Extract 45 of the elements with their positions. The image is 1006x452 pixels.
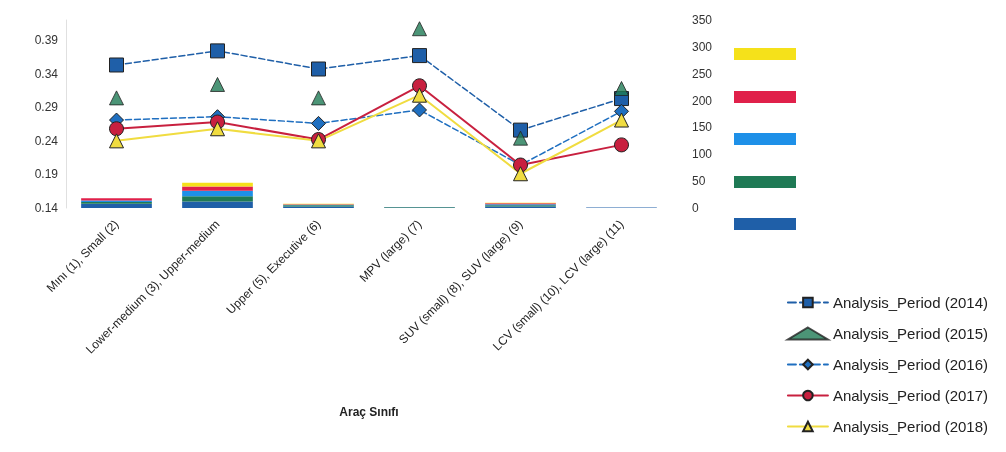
legend-label: Analysis_Period (2015) xyxy=(832,325,989,342)
y2-tick-label: 0 xyxy=(692,201,699,215)
y-tick-label: 0.34 xyxy=(34,66,59,81)
y-tick-label: 0.39 xyxy=(34,33,59,48)
y2-tick-label: 150 xyxy=(692,120,713,135)
legend-label: Analysis_Period (2014) xyxy=(832,294,989,311)
point xyxy=(109,57,124,73)
bar xyxy=(182,196,253,202)
point xyxy=(109,133,124,149)
point xyxy=(412,87,427,103)
point xyxy=(210,121,225,137)
bar xyxy=(81,203,152,208)
point xyxy=(614,112,629,128)
y2-tick-label: 350 xyxy=(692,13,713,27)
y-tick-label: 0.19 xyxy=(34,167,59,182)
legend-label: Analysis_Period (2017) xyxy=(832,387,989,404)
point xyxy=(311,61,326,77)
y2-tick-label: 200 xyxy=(692,93,713,108)
y2-tick-label: 300 xyxy=(692,39,713,54)
bar xyxy=(182,182,253,187)
y-tick-label: 0.29 xyxy=(34,100,59,115)
y-tick-label: 0.14 xyxy=(34,201,59,215)
point xyxy=(311,115,326,131)
point xyxy=(614,137,629,153)
point xyxy=(412,102,427,118)
y2-tick-label: 50 xyxy=(692,174,706,189)
bar xyxy=(182,186,253,191)
point xyxy=(109,90,124,106)
legend-label: Analysis_Period (2016) xyxy=(832,356,989,373)
point xyxy=(614,80,629,96)
bar xyxy=(182,201,253,208)
point xyxy=(311,90,326,106)
point xyxy=(210,43,225,59)
y2-tick-label: 250 xyxy=(692,66,713,81)
point xyxy=(210,76,225,92)
point xyxy=(513,130,528,146)
y2-tick-label: 100 xyxy=(692,147,713,162)
point xyxy=(109,121,124,137)
bar xyxy=(182,190,253,197)
point xyxy=(513,166,528,182)
y-tick-label: 0.24 xyxy=(34,133,59,148)
legend-label: Analysis_Period (2018) xyxy=(832,418,989,435)
x-axis-title: Araç Sınıfı xyxy=(339,405,399,419)
point xyxy=(412,48,427,64)
point xyxy=(412,21,427,37)
